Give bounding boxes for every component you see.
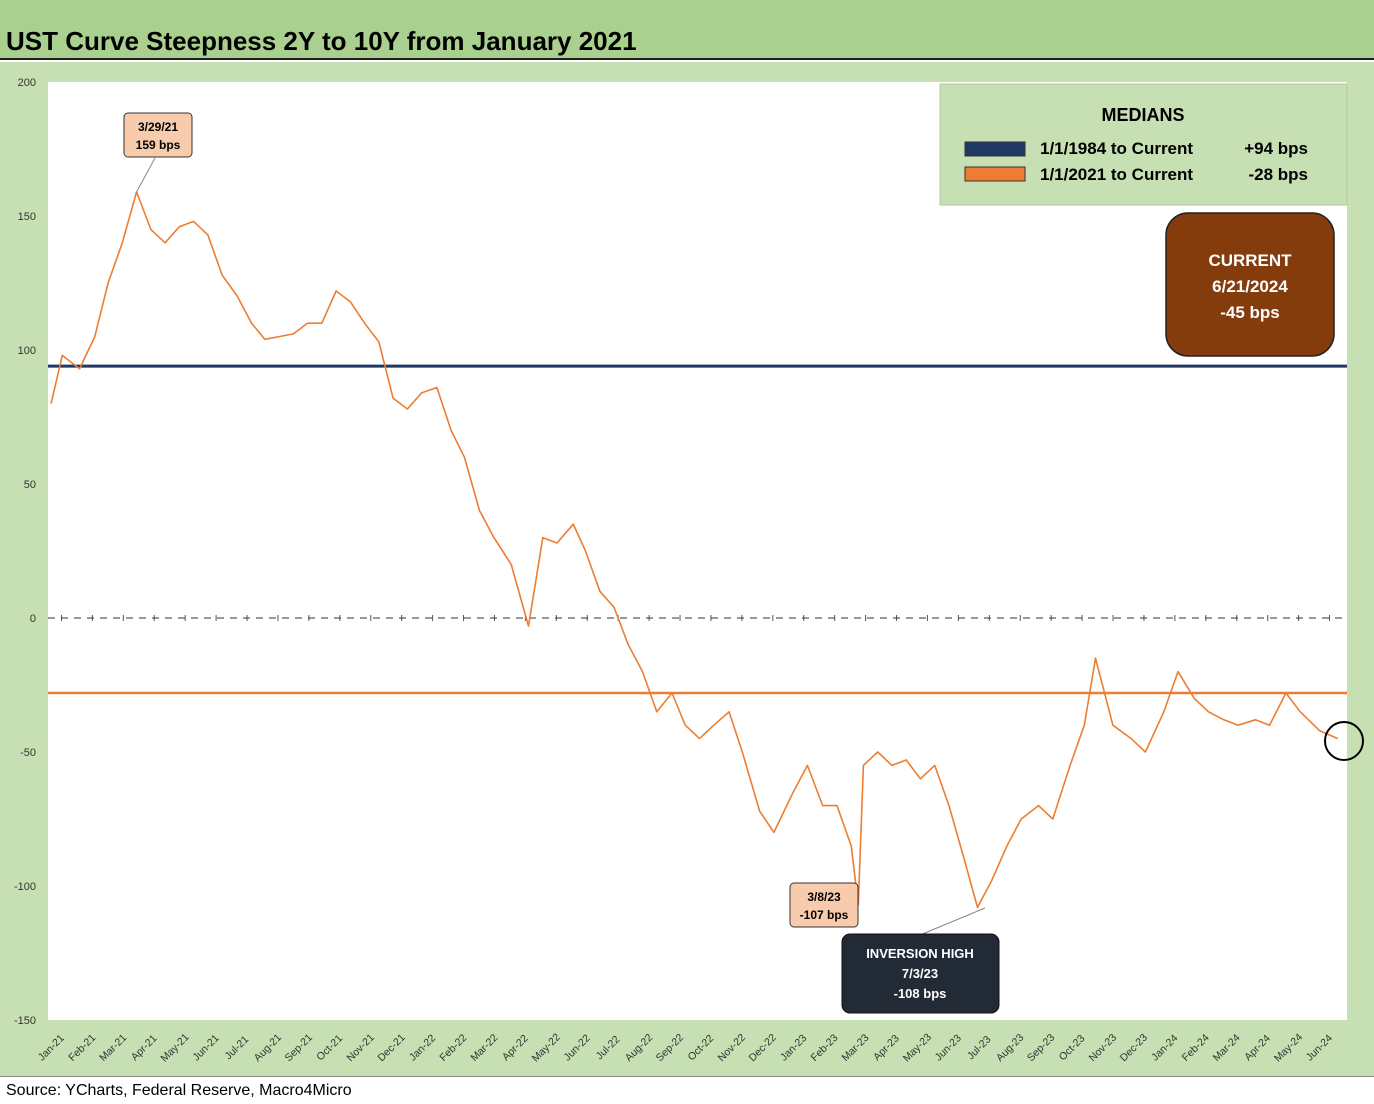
legend-title: MEDIANS — [1101, 105, 1184, 125]
march23-box — [789, 882, 859, 928]
x-tick-label: Dec-21 — [375, 1032, 408, 1065]
inversion-leader-line — [919, 907, 986, 936]
legend-value-long: +94 bps — [1244, 139, 1308, 158]
march23-annotation: 3/8/23 -107 bps — [789, 882, 859, 928]
legend-label-2021: 1/1/2021 to Current — [1040, 165, 1193, 184]
series-group — [50, 191, 1339, 909]
plot-area — [48, 82, 1347, 1020]
x-tick-label: Jan-21 — [36, 1032, 67, 1063]
x-tick-label: Oct-23 — [1057, 1032, 1088, 1063]
x-tick-label: Feb-24 — [1180, 1032, 1212, 1064]
x-tick-label: Aug-23 — [994, 1032, 1027, 1065]
x-tick-label: Dec-22 — [746, 1032, 779, 1065]
source-bar: Source: YCharts, Federal Reserve, Macro4… — [0, 1076, 1374, 1104]
legend-swatch-long — [964, 141, 1026, 157]
x-tick-label: Jun-21 — [190, 1032, 221, 1063]
x-tick-label: Sep-21 — [283, 1032, 316, 1065]
x-tick-label: Apr-21 — [129, 1032, 160, 1063]
current-box — [1165, 212, 1335, 357]
current-date: 6/21/2024 — [1212, 277, 1288, 296]
inversion-annotation: INVERSION HIGH 7/3/23 -108 bps — [841, 907, 1000, 1014]
march23-value: -107 bps — [800, 908, 849, 922]
current-callout: CURRENT 6/21/2024 -45 bps — [1165, 212, 1335, 357]
y-tick-label: 0 — [30, 613, 36, 625]
march23-date: 3/8/23 — [807, 890, 841, 904]
x-tick-label: Oct-21 — [314, 1032, 345, 1063]
chart-title: UST Curve Steepness 2Y to 10Y from Janua… — [6, 26, 637, 56]
x-tick-label: Apr-22 — [500, 1032, 531, 1063]
x-tick-label: Nov-22 — [716, 1032, 749, 1065]
x-tick-label: Mar-21 — [97, 1032, 129, 1064]
x-tick-label: Dec-23 — [1118, 1032, 1151, 1065]
inversion-box — [841, 933, 1000, 1014]
current-point-marker — [1324, 721, 1364, 761]
y-tick-label: 50 — [24, 479, 36, 491]
x-tick-label: Jun-22 — [562, 1032, 593, 1063]
series-line-2y10y — [50, 191, 1339, 909]
x-tick-label: Mar-23 — [839, 1032, 871, 1064]
y-tick-label: -50 — [20, 747, 36, 759]
legend-value-2021: -28 bps — [1248, 165, 1308, 184]
x-tick-label: Nov-23 — [1087, 1032, 1120, 1065]
x-tick-label: Jan-22 — [407, 1032, 438, 1063]
x-tick-label: May-24 — [1272, 1031, 1305, 1064]
y-tick-label: -150 — [14, 1015, 36, 1027]
legend: MEDIANS 1/1/1984 to Current +94 bps 1/1/… — [939, 83, 1348, 206]
title-bar: UST Curve Steepness 2Y to 10Y from Janua… — [0, 0, 1374, 60]
inversion-date: 7/3/23 — [902, 966, 938, 981]
x-tick-label: Jun-24 — [1304, 1032, 1335, 1063]
x-tick-label: Jan-23 — [778, 1032, 809, 1063]
y-tick-label: 200 — [18, 77, 36, 89]
x-tick-label: Feb-22 — [437, 1032, 469, 1064]
peak-date: 3/29/21 — [138, 120, 178, 134]
x-tick-label: Aug-22 — [623, 1032, 656, 1065]
x-tick-label: Jul-23 — [965, 1033, 994, 1062]
x-tick-label: May-23 — [901, 1031, 934, 1064]
x-tick-label: Nov-21 — [344, 1032, 377, 1065]
y-tick-label: 150 — [18, 211, 36, 223]
x-tick-label: Mar-22 — [468, 1032, 500, 1064]
peak-leader-line — [135, 157, 156, 194]
y-tick-label: 100 — [18, 345, 36, 357]
peak-box — [123, 112, 193, 158]
legend-label-long: 1/1/1984 to Current — [1040, 139, 1193, 158]
inversion-value: -108 bps — [894, 986, 947, 1001]
x-tick-label: Jul-21 — [223, 1033, 252, 1062]
peak-annotation: 3/29/21 159 bps — [123, 112, 193, 194]
x-tick-label: Oct-22 — [685, 1032, 716, 1063]
reference-lines — [48, 364, 1347, 695]
legend-swatch-2021 — [964, 166, 1026, 182]
legend-box — [939, 83, 1348, 206]
inversion-label: INVERSION HIGH — [866, 946, 974, 961]
source-note: Source: YCharts, Federal Reserve, Macro4… — [6, 1082, 352, 1099]
current-label: CURRENT — [1208, 251, 1292, 270]
x-tick-label: Jul-22 — [594, 1033, 623, 1062]
x-tick-label: Sep-23 — [1025, 1032, 1058, 1065]
x-tick-label: Feb-23 — [809, 1032, 841, 1064]
peak-value: 159 bps — [136, 138, 181, 152]
x-tick-label: Feb-21 — [66, 1032, 98, 1064]
x-tick-label: Mar-24 — [1211, 1032, 1243, 1064]
x-tick-label: Aug-21 — [252, 1032, 285, 1065]
x-tick-label: Apr-24 — [1242, 1032, 1273, 1063]
x-tick-label: Jun-23 — [933, 1032, 964, 1063]
x-tick-label: Apr-23 — [871, 1032, 902, 1063]
x-tick-label: Jan-24 — [1149, 1032, 1180, 1063]
chart-frame: 200 150 100 50 0 -50 -100 -150 Jan-21 Feb-21 Mar-… — [0, 62, 1374, 1076]
current-value: -45 bps — [1220, 303, 1280, 322]
y-tick-label: -100 — [14, 881, 36, 893]
x-tick-label: May-22 — [530, 1031, 563, 1064]
y-axis: 200 150 100 50 0 -50 -100 -150 — [14, 77, 36, 1027]
x-tick-label: Sep-22 — [654, 1032, 687, 1065]
x-tick-label: May-21 — [158, 1031, 191, 1064]
